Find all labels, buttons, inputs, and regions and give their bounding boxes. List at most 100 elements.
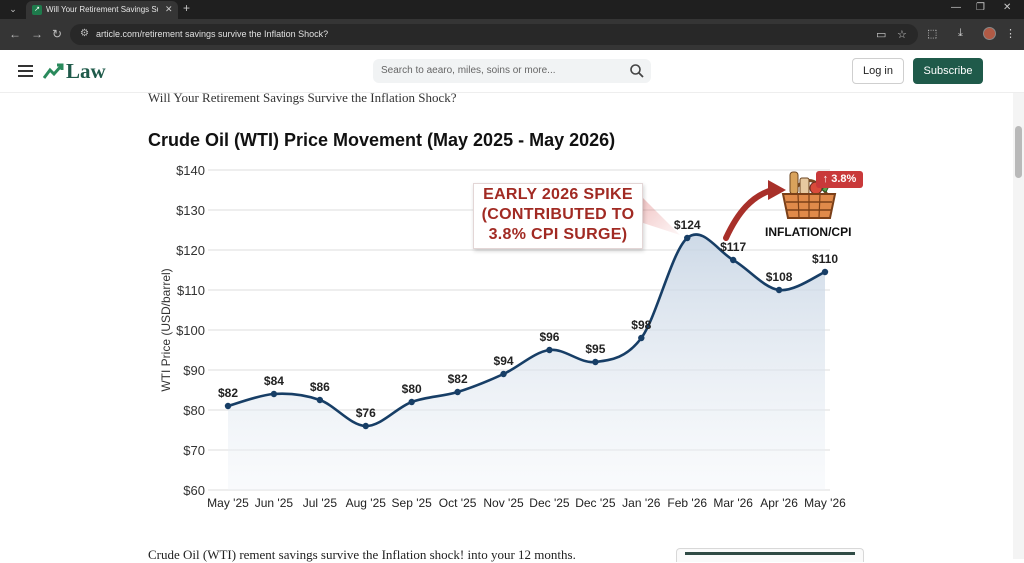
x-tick-label: Jan '26 [622, 496, 661, 510]
new-tab-icon[interactable]: + [183, 1, 191, 15]
y-tick-label: $90 [183, 363, 205, 378]
minimize-icon[interactable]: — [951, 2, 961, 13]
data-point [316, 396, 324, 404]
data-point [408, 398, 415, 406]
data-label: $82 [218, 386, 238, 400]
subscribe-button[interactable]: Subscribe [913, 58, 983, 84]
reload-icon[interactable]: ↻ [52, 27, 63, 41]
download-icon[interactable]: ⤓ [958, 27, 963, 39]
chart-area-fill [228, 234, 825, 490]
window-close-icon[interactable]: ✕ [1003, 2, 1012, 13]
favicon-icon: ↗ [32, 5, 42, 15]
cpi-increase-badge: ↑ 3.8% [816, 171, 863, 188]
x-tick-label: May '25 [207, 496, 249, 510]
forward-icon[interactable]: → [31, 27, 43, 41]
data-label: $117 [720, 240, 746, 254]
site-info-icon[interactable]: ⚙ [80, 28, 89, 39]
article-body-text: Crude Oil (WTI) rement savings survive t… [148, 547, 576, 562]
restore-icon[interactable]: ❐ [976, 2, 985, 13]
x-tick-label: Aug '25 [346, 496, 387, 510]
y-axis-label: WTI Price (USD/barrel) [159, 268, 173, 391]
chart-series-line [227, 233, 826, 428]
tab-title: Will Your Retirement Savings Su [46, 5, 158, 14]
inflation-cpi-label: INFLATION/CPI [765, 225, 852, 239]
data-label: $95 [585, 342, 605, 356]
data-label: $110 [812, 252, 838, 266]
oil-price-chart: $82 $84 $86 $76 $80 $82 $94 $96 $95 $98 $124 $117 $1… [159, 163, 846, 510]
site-logo[interactable]: Law [66, 59, 106, 83]
data-point [270, 390, 278, 398]
data-label: $94 [494, 354, 514, 368]
scrollbar-thumb[interactable] [1015, 126, 1022, 178]
data-point [362, 422, 369, 430]
data-label: $84 [264, 374, 284, 388]
x-tick-label: Jul '25 [303, 496, 338, 510]
data-label: $82 [448, 372, 468, 386]
inflation-arrow-head [768, 180, 786, 200]
browser-menu-icon[interactable]: ⋮ [1005, 28, 1016, 40]
tab-close-icon[interactable]: ✕ [165, 4, 173, 14]
x-tick-label: Feb '26 [667, 496, 707, 510]
y-tick-label: $120 [176, 243, 205, 258]
address-bar-row: ← → ↻ ⚙ article.com/retirement savings s… [0, 19, 1024, 50]
data-point [454, 388, 461, 396]
y-tick-label: $70 [183, 443, 205, 458]
data-label: $98 [631, 318, 651, 332]
data-point [775, 286, 783, 294]
y-tick-label: $130 [176, 203, 205, 218]
y-tick-label: $80 [183, 403, 205, 418]
x-tick-label: Dec '25 [575, 496, 616, 510]
y-tick-label: $140 [176, 163, 205, 178]
tab-search-icon[interactable]: ⌄ [9, 4, 17, 14]
data-point [224, 402, 232, 410]
data-point [592, 358, 599, 366]
login-button[interactable]: Log in [852, 58, 904, 84]
callout-pointer [640, 195, 680, 235]
callout-line-1: EARLY 2026 SPIKE [483, 186, 633, 203]
data-point [638, 334, 645, 342]
x-tick-label: Dec '25 [529, 496, 570, 510]
profile-avatar[interactable] [983, 27, 996, 40]
data-label: $76 [356, 406, 376, 420]
back-icon[interactable]: ← [9, 27, 21, 41]
logo-arrow-icon[interactable] [43, 62, 65, 80]
y-tick-label: $100 [176, 323, 205, 338]
x-tick-label: Apr '26 [760, 496, 798, 510]
url-field[interactable]: ⚙ article.com/retirement savings survive… [70, 24, 918, 45]
data-point [684, 234, 691, 242]
data-point [500, 370, 507, 378]
x-tick-label: Mar '26 [713, 496, 753, 510]
data-label: $80 [402, 382, 422, 396]
browser-tab-bar: ⌄ ↗ Will Your Retirement Savings Su ✕ + … [0, 0, 1024, 19]
url-text: article.com/retirement savings survive t… [96, 29, 329, 39]
bookmark-star-icon[interactable]: ☆ [897, 29, 907, 41]
data-label: $124 [674, 218, 701, 232]
hamburger-menu-icon[interactable] [18, 65, 33, 77]
callout-line-3: 3.8% CPI SURGE) [488, 226, 628, 243]
browser-tab[interactable]: ↗ Will Your Retirement Savings Su ✕ [26, 1, 178, 19]
search-placeholder: Search to aearo, miles, soins or more... [381, 65, 556, 76]
x-tick-label: Sep '25 [392, 496, 433, 510]
page-scrollbar[interactable] [1013, 93, 1024, 559]
x-tick-label: Nov '25 [483, 496, 524, 510]
sidebar-widget [676, 548, 864, 562]
data-label: $96 [539, 330, 559, 344]
y-tick-label: $60 [183, 483, 205, 498]
cast-icon[interactable]: ▭ [876, 29, 887, 41]
y-tick-label: $110 [177, 283, 205, 298]
search-input[interactable]: Search to aearo, miles, soins or more... [373, 59, 651, 83]
x-tick-label: May '26 [804, 496, 846, 510]
data-point [546, 346, 553, 354]
search-icon[interactable] [629, 63, 645, 79]
spike-callout-box: EARLY 2026 SPIKE (CONTRIBUTED TO 3.8% CP… [473, 183, 643, 249]
chart-title: Crude Oil (WTI) Price Movement (May 2025… [148, 130, 616, 150]
data-label: $108 [766, 270, 793, 284]
x-tick-label: Oct '25 [439, 496, 477, 510]
site-header: Law Search to aearo, miles, soins or mor… [0, 50, 1024, 93]
data-point [821, 268, 829, 276]
data-label: $86 [310, 380, 330, 394]
callout-line-2: (CONTRIBUTED TO [481, 206, 635, 223]
x-tick-label: Jun '25 [255, 496, 294, 510]
extensions-icon[interactable]: ⬚ [927, 28, 938, 40]
article-subtitle: Will Your Retirement Savings Survive the… [148, 90, 457, 105]
